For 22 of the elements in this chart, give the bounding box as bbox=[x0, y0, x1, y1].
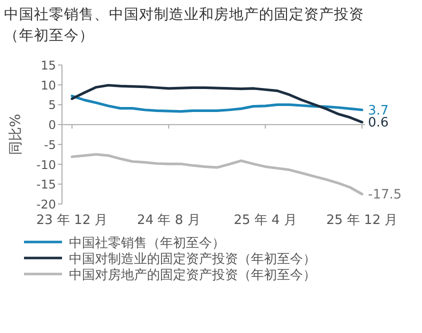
x-tick-label: 25 年 12 月 bbox=[326, 213, 398, 228]
x-tick-label: 23 年 12 月 bbox=[36, 213, 108, 228]
line-series bbox=[70, 94, 364, 113]
y-tick-label: 5 bbox=[48, 98, 56, 112]
y-axis-title: 同比% bbox=[8, 114, 24, 156]
y-tick-label: 0 bbox=[48, 118, 56, 132]
y-tick-label: -15 bbox=[36, 178, 56, 192]
line-series bbox=[70, 84, 364, 124]
y-tick-label: 10 bbox=[40, 78, 56, 92]
y-tick-label: -20 bbox=[36, 198, 56, 212]
data-label: -17.5 bbox=[368, 188, 402, 203]
legend-label: 中国社零销售（年初至今） bbox=[69, 236, 225, 251]
y-tick-label: -10 bbox=[36, 158, 56, 172]
data-label: 0.6 bbox=[368, 116, 389, 131]
y-tick-label: -5 bbox=[44, 138, 56, 152]
legend-label: 中国对房地产的固定资产投资（年初至今） bbox=[69, 267, 316, 283]
y-tick-label: 15 bbox=[40, 58, 56, 72]
x-tick-label: 24 年 8 月 bbox=[137, 213, 200, 228]
line-series bbox=[70, 153, 364, 196]
legend-label: 中国对制造业的固定资产投资（年初至今） bbox=[69, 252, 316, 267]
chart-title: 中国社零销售、中国对制造业和房地产的固定资产投资（年初至今） bbox=[4, 6, 364, 44]
x-tick-label: 25 年 4 月 bbox=[234, 213, 297, 228]
